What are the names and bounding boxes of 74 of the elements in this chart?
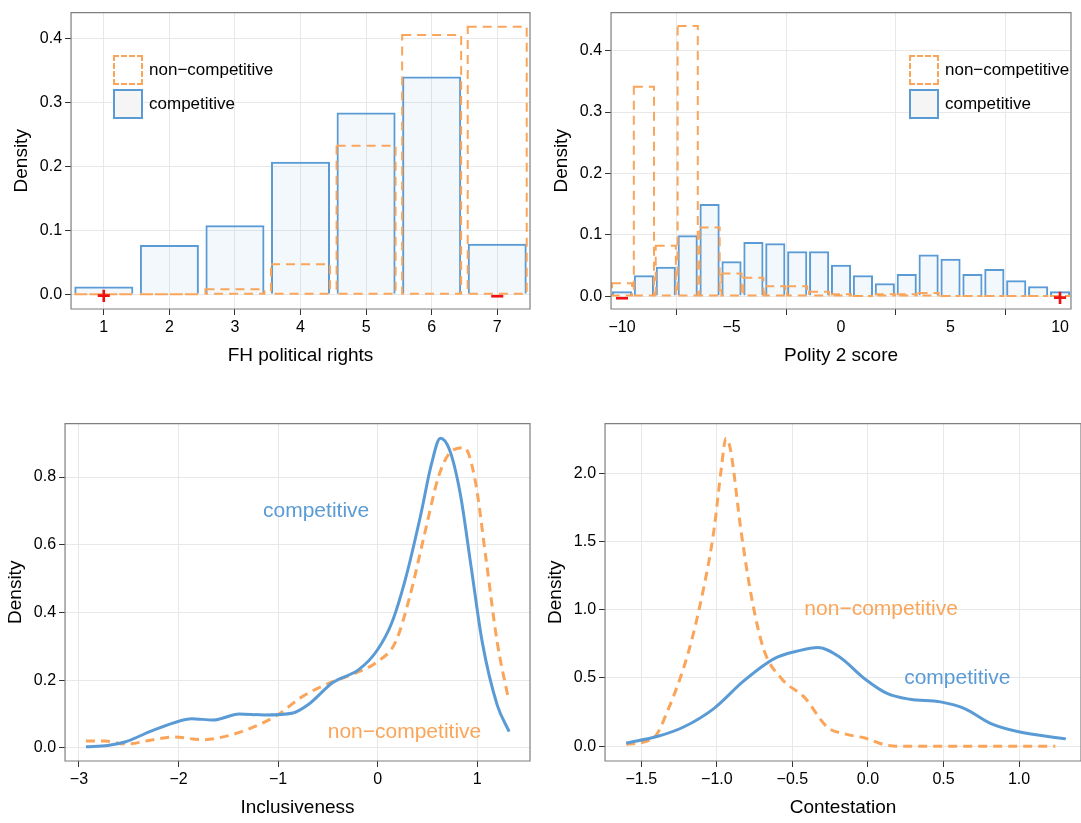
bar xyxy=(335,144,397,295)
x-tick-label: 0.5 xyxy=(932,770,955,788)
line-series xyxy=(624,645,1068,745)
y-tick-label: 0.1 xyxy=(579,225,603,243)
x-axis-title: Contestation xyxy=(789,795,897,817)
x-tick-label: −0.5 xyxy=(776,770,809,788)
y-tick-label: 0.8 xyxy=(33,467,57,485)
x-tick-label: −5 xyxy=(722,318,741,336)
x-tick-label: 5 xyxy=(946,318,956,336)
series-label: competitive xyxy=(904,665,1011,689)
x-tick-label: 1.0 xyxy=(1007,770,1031,788)
x-tick-label: −1 xyxy=(268,770,288,788)
y-tick-label: 0.4 xyxy=(33,602,57,620)
legend-label: non−competitive xyxy=(149,59,274,80)
bar xyxy=(962,274,983,296)
y-tick-label: 0.4 xyxy=(579,41,603,59)
bar xyxy=(466,25,528,295)
x-tick-label: 0 xyxy=(373,770,383,788)
bar xyxy=(270,263,332,295)
x-tick-label: −1.5 xyxy=(625,770,658,788)
x-axis-title: Inclusiveness xyxy=(240,795,355,817)
series-label: non−competitive xyxy=(327,719,482,743)
y-tick-label: 0.5 xyxy=(573,668,597,686)
y-axis-title: Density xyxy=(549,128,571,193)
legend-label: competitive xyxy=(149,93,236,114)
y-tick-label: 0.0 xyxy=(33,738,57,756)
bar xyxy=(401,34,463,295)
x-tick-label: 0.0 xyxy=(856,770,880,788)
y-tick-label: 0.2 xyxy=(33,670,57,688)
x-tick-label: −2 xyxy=(169,770,188,788)
y-tick-label: 0.6 xyxy=(33,535,57,553)
bar xyxy=(765,243,786,296)
x-tick-label: 0 xyxy=(836,318,846,336)
y-axis-title: Density xyxy=(543,560,565,624)
x-tick-label: 5 xyxy=(361,318,371,336)
x-tick-label: 10 xyxy=(1051,318,1070,336)
y-tick-label: 0.0 xyxy=(573,736,597,754)
x-axis-title: Polity 2 score xyxy=(784,343,899,365)
y-tick-label: 0.2 xyxy=(39,156,63,174)
bar xyxy=(271,161,331,294)
bar xyxy=(984,269,1005,296)
y-tick-label: 0.3 xyxy=(579,102,603,120)
y-tick-label: 2.0 xyxy=(573,463,597,481)
y-tick-label: 0.0 xyxy=(579,286,603,304)
legend-label: non−competitive xyxy=(945,59,1070,80)
y-axis-title: Density xyxy=(3,560,25,624)
x-tick-label: 4 xyxy=(296,318,306,336)
legend-label: competitive xyxy=(945,93,1031,114)
x-tick-label: 7 xyxy=(492,318,502,336)
text: non−competitive xyxy=(804,595,958,619)
bar xyxy=(940,258,961,296)
x-tick-label: 2 xyxy=(164,318,174,336)
x-tick-label: −1.0 xyxy=(701,770,733,788)
y-tick-label: 1.5 xyxy=(573,531,597,549)
y-tick-label: 0.0 xyxy=(39,284,63,302)
x-tick-label: −10 xyxy=(608,318,636,336)
x-tick-label: 3 xyxy=(230,318,240,336)
line-series xyxy=(624,436,1057,748)
y-tick-label: 0.2 xyxy=(579,163,603,181)
bar xyxy=(852,275,873,296)
annotation: − xyxy=(614,283,629,311)
x-tick-label: 1 xyxy=(99,318,109,336)
annotation: − xyxy=(490,281,505,309)
text: competitive xyxy=(263,498,370,522)
y-axis-title: Density xyxy=(9,128,31,193)
y-tick-label: 1.0 xyxy=(573,600,597,618)
y-tick-label: 0.1 xyxy=(39,220,63,238)
x-axis-title: FH political rights xyxy=(227,343,374,365)
x-tick-label: 6 xyxy=(427,318,437,336)
y-tick-label: 0.3 xyxy=(39,92,63,110)
x-tick-label: 1 xyxy=(472,770,482,788)
y-tick-label: 0.4 xyxy=(39,28,63,46)
x-tick-label: −3 xyxy=(69,770,89,788)
bar xyxy=(204,288,266,295)
